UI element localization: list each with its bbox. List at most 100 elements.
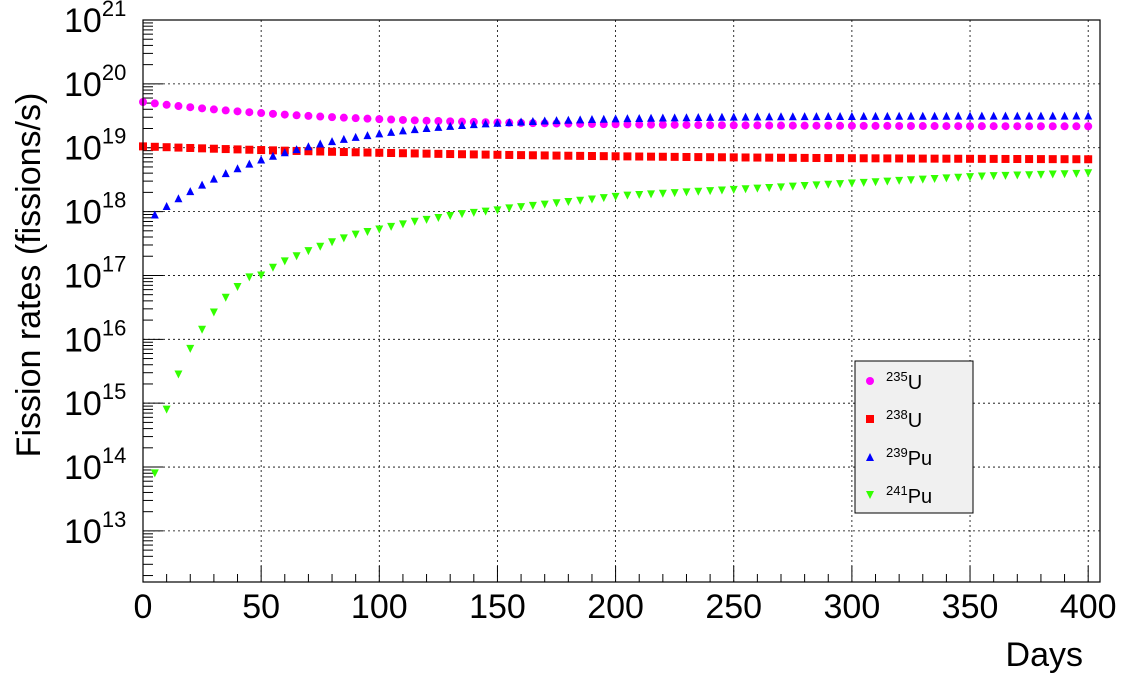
data-point xyxy=(954,122,963,131)
data-point xyxy=(930,122,939,131)
data-point xyxy=(824,121,833,130)
data-point xyxy=(729,153,738,162)
data-point xyxy=(280,148,289,157)
data-point xyxy=(233,282,242,291)
data-point xyxy=(410,217,419,226)
data-point xyxy=(1060,155,1069,164)
data-point xyxy=(635,120,644,129)
data-point xyxy=(729,112,738,121)
x-tick-label: 150 xyxy=(469,588,526,626)
data-point xyxy=(930,175,939,184)
data-point xyxy=(245,159,254,168)
data-point xyxy=(658,120,667,129)
data-point xyxy=(682,152,691,161)
data-point xyxy=(198,104,207,113)
data-point xyxy=(517,117,526,126)
data-point xyxy=(658,189,667,198)
data-point xyxy=(280,110,289,119)
data-point xyxy=(351,114,360,123)
data-point xyxy=(398,149,407,158)
data-point xyxy=(859,154,868,163)
data-point xyxy=(351,132,360,141)
data-point xyxy=(469,120,478,129)
data-point xyxy=(777,121,785,130)
data-point xyxy=(788,121,797,130)
data-point xyxy=(328,113,337,122)
data-point xyxy=(895,176,904,185)
data-point xyxy=(824,154,833,163)
data-point xyxy=(918,122,927,131)
data-point xyxy=(694,187,703,196)
data-point xyxy=(233,145,242,154)
data-point xyxy=(611,192,620,201)
data-point xyxy=(304,147,313,156)
data-point xyxy=(717,186,726,195)
data-point xyxy=(942,154,951,163)
data-point xyxy=(150,469,159,478)
data-point xyxy=(741,185,750,194)
data-point xyxy=(623,191,632,200)
data-point xyxy=(635,152,644,161)
data-point xyxy=(528,201,537,210)
legend-label: 235U xyxy=(886,369,922,394)
data-point xyxy=(1025,122,1034,131)
data-point xyxy=(150,210,159,219)
data-point xyxy=(505,204,514,213)
data-point xyxy=(316,139,325,148)
y-tick-label: 1017 xyxy=(64,251,126,295)
data-point xyxy=(221,145,230,154)
data-point xyxy=(918,111,927,120)
data-point xyxy=(765,183,774,192)
data-point xyxy=(458,210,466,219)
legend-marker xyxy=(866,377,874,385)
data-point xyxy=(209,174,218,183)
data-point xyxy=(587,152,596,161)
data-point xyxy=(528,117,537,126)
x-tick-label: 250 xyxy=(705,588,762,626)
data-point xyxy=(162,405,171,414)
legend-marker xyxy=(866,491,874,499)
data-point xyxy=(233,164,242,173)
data-point xyxy=(434,149,443,158)
data-point xyxy=(989,122,998,131)
data-point xyxy=(966,122,975,131)
data-point xyxy=(410,116,419,125)
data-point xyxy=(647,113,656,122)
data-point xyxy=(233,107,242,116)
data-point xyxy=(387,222,396,231)
data-point xyxy=(658,152,667,161)
data-point xyxy=(245,145,254,154)
data-point xyxy=(375,148,384,157)
data-point xyxy=(576,151,585,160)
legend-label: 241Pu xyxy=(886,483,932,508)
data-point xyxy=(1060,170,1069,179)
data-point xyxy=(351,230,360,239)
x-tick-label: 0 xyxy=(134,588,153,626)
y-tick-label: 1020 xyxy=(64,60,126,104)
data-point xyxy=(1036,170,1045,179)
data-point xyxy=(836,180,845,189)
data-point xyxy=(422,215,431,224)
data-point xyxy=(1001,171,1010,180)
series-238U xyxy=(139,142,1093,164)
data-point xyxy=(316,147,325,156)
data-point xyxy=(339,148,348,157)
data-point xyxy=(505,150,514,159)
data-point xyxy=(954,173,963,182)
data-point xyxy=(1013,155,1022,164)
data-point xyxy=(1013,111,1022,120)
x-tick-labels: 0 50 100 150 200 250 300 350 400 xyxy=(134,588,1117,626)
data-point xyxy=(410,149,419,158)
data-point xyxy=(493,118,502,127)
data-point xyxy=(1048,111,1057,120)
x-tick-label: 400 xyxy=(1060,588,1117,626)
x-tick-label: 100 xyxy=(351,588,408,626)
data-point xyxy=(375,225,384,234)
data-point xyxy=(245,273,254,282)
data-point xyxy=(517,151,526,160)
data-point xyxy=(221,293,230,302)
data-points xyxy=(139,98,1093,478)
data-point xyxy=(150,99,159,108)
data-point xyxy=(434,122,443,131)
data-point xyxy=(564,151,573,160)
